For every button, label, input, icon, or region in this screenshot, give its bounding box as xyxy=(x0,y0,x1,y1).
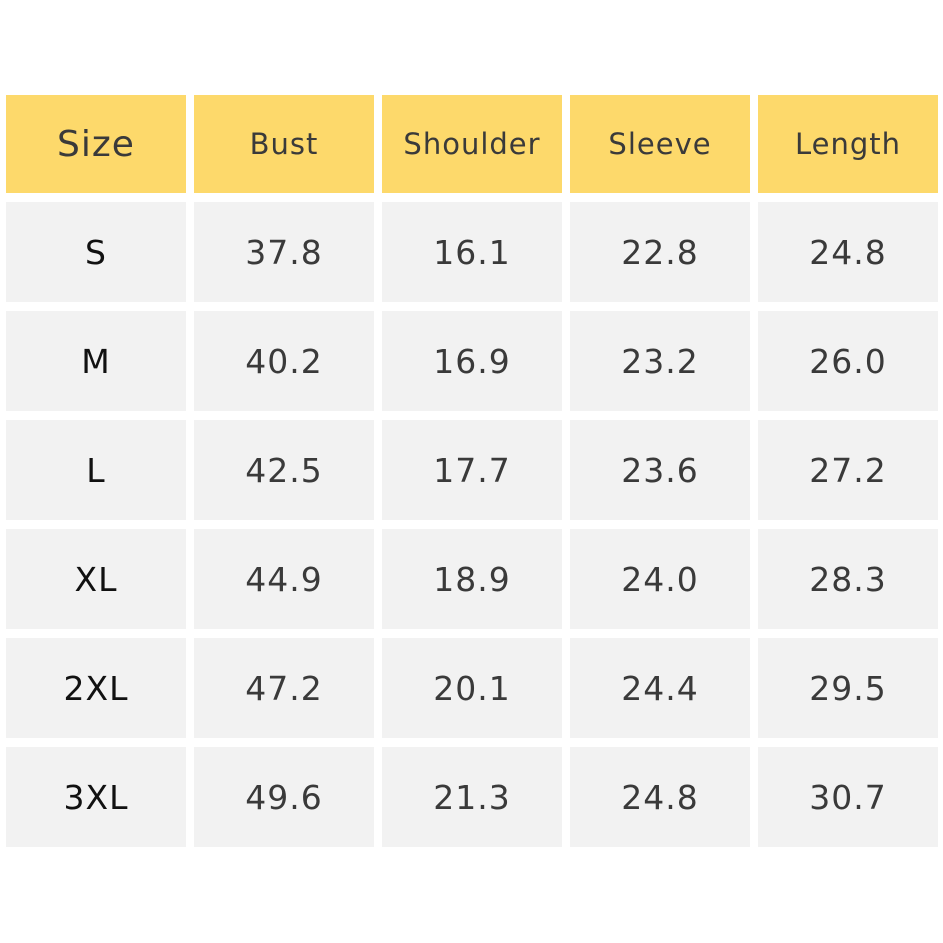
value-cell: 27.2 xyxy=(758,420,938,520)
size-cell: 2XL xyxy=(6,638,186,738)
value-cell: 17.7 xyxy=(382,420,562,520)
header-cell: Sleeve xyxy=(570,95,750,193)
value-cell: 23.6 xyxy=(570,420,750,520)
value-cell: 42.5 xyxy=(194,420,374,520)
size-cell: L xyxy=(6,420,186,520)
value-cell: 28.3 xyxy=(758,529,938,629)
value-cell: 47.2 xyxy=(194,638,374,738)
value-cell: 26.0 xyxy=(758,311,938,411)
value-cell: 44.9 xyxy=(194,529,374,629)
value-cell: 37.8 xyxy=(194,202,374,302)
value-cell: 49.6 xyxy=(194,747,374,847)
size-cell: S xyxy=(6,202,186,302)
size-cell: 3XL xyxy=(6,747,186,847)
value-cell: 21.3 xyxy=(382,747,562,847)
value-cell: 24.4 xyxy=(570,638,750,738)
size-cell: M xyxy=(6,311,186,411)
value-cell: 24.0 xyxy=(570,529,750,629)
value-cell: 22.8 xyxy=(570,202,750,302)
value-cell: 29.5 xyxy=(758,638,938,738)
header-cell: Bust xyxy=(194,95,374,193)
header-cell: Size xyxy=(6,95,186,193)
size-cell: XL xyxy=(6,529,186,629)
header-cell: Shoulder xyxy=(382,95,562,193)
header-cell: Length xyxy=(758,95,938,193)
value-cell: 40.2 xyxy=(194,311,374,411)
value-cell: 23.2 xyxy=(570,311,750,411)
value-cell: 30.7 xyxy=(758,747,938,847)
value-cell: 20.1 xyxy=(382,638,562,738)
value-cell: 18.9 xyxy=(382,529,562,629)
value-cell: 16.9 xyxy=(382,311,562,411)
value-cell: 24.8 xyxy=(758,202,938,302)
value-cell: 16.1 xyxy=(382,202,562,302)
value-cell: 24.8 xyxy=(570,747,750,847)
